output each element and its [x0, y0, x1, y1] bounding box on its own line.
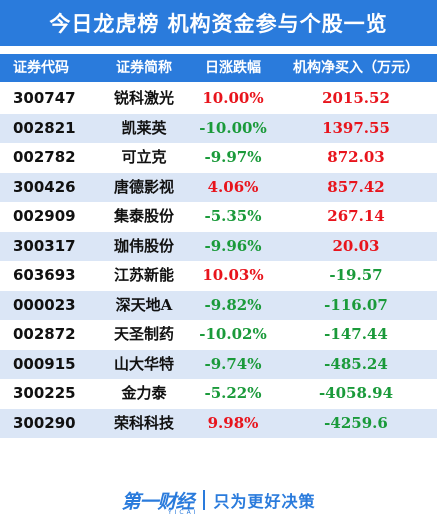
cell-change: -9.74%: [204, 354, 262, 373]
cell-name: 可立克: [121, 148, 167, 166]
cell-name: 唐德影视: [113, 177, 174, 196]
table-row: 000915 山大华特 -9.74% -485.24: [0, 349, 437, 379]
cell-net: -4058.94: [318, 384, 394, 402]
cell-name: 荣科科技: [113, 413, 174, 432]
cell-net: -4259.6: [324, 413, 388, 432]
header-name: 证券简称: [116, 60, 172, 76]
cell-change: -10.02%: [199, 325, 267, 343]
cell-name: 金力泰: [121, 384, 167, 402]
cell-change: -10.00%: [199, 118, 267, 137]
table-row: 002909 集泰股份 -5.35% 267.14: [0, 202, 437, 232]
cell-name: 锐科激光: [113, 89, 174, 107]
cell-code: 002909: [13, 207, 76, 225]
table-row: 300426 唐德影视 4.06% 857.42: [0, 172, 437, 202]
cell-change: -9.82%: [204, 295, 262, 314]
table-row: 002872 天圣制药 -10.02% -147.44: [0, 320, 437, 350]
table-row: 002821 凯莱英 -10.00% 1397.55: [0, 113, 437, 143]
logo-mark: 第一财经: [121, 490, 194, 513]
cell-change: 10.03%: [202, 266, 264, 284]
table-row: 300290 荣科科技 9.98% -4259.6: [0, 408, 437, 438]
cell-code: 300290: [13, 413, 76, 432]
cell-net: 857.42: [327, 177, 385, 196]
table-row: 000023 深天地A -9.82% -116.07: [0, 290, 437, 320]
cell-change: -9.97%: [204, 148, 262, 166]
page-title: 今日龙虎榜 机构资金参与个股一览: [0, 0, 437, 46]
footer-divider: [202, 490, 205, 510]
footer: 第一财经 YICAI 只为更好决策: [0, 472, 437, 528]
cell-change: -5.22%: [204, 384, 262, 402]
cell-name: 珈伟股份: [113, 236, 174, 255]
cell-net: 267.14: [327, 207, 385, 225]
cell-net: 1397.55: [322, 118, 390, 137]
header-change: 日涨跌幅: [205, 60, 261, 76]
cell-net: 20.03: [332, 236, 380, 255]
cell-name: 集泰股份: [113, 207, 174, 225]
cell-code: 300317: [13, 236, 76, 255]
table-row: 300225 金力泰 -5.22% -4058.94: [0, 379, 437, 409]
cell-net: -485.24: [324, 354, 388, 373]
logo-sub: YICAI: [168, 509, 199, 516]
table-row: 300747 锐科激光 10.00% 2015.52: [0, 84, 437, 114]
data-table: 300747 锐科激光 10.00% 2015.52 002821 凯莱英 -10.00% 1…: [0, 84, 437, 438]
cell-code: 000023: [13, 295, 76, 314]
cell-change: -5.35%: [204, 207, 262, 225]
cell-net: -19.57: [329, 266, 383, 284]
cell-name: 凯莱英: [121, 118, 167, 137]
cell-name: 深天地A: [115, 295, 173, 314]
cell-code: 300426: [13, 177, 76, 196]
header-code: 证券代码: [13, 60, 69, 76]
cell-name: 天圣制药: [113, 325, 174, 343]
table-row: 300317 珈伟股份 -9.96% 20.03: [0, 231, 437, 261]
cell-code: 002872: [13, 325, 76, 343]
table-row: 603693 江苏新能 10.03% -19.57: [0, 261, 437, 291]
cell-code: 300225: [13, 384, 76, 402]
cell-code: 000915: [13, 354, 76, 373]
cell-code: 002782: [13, 148, 76, 166]
cell-code: 300747: [13, 89, 76, 107]
yicai-logo: 第一财经: [121, 487, 194, 514]
cell-code: 002821: [13, 118, 76, 137]
cell-net: -147.44: [324, 325, 388, 343]
cell-change: 9.98%: [207, 413, 259, 432]
cell-change: 10.00%: [202, 89, 264, 107]
cell-net: 872.03: [327, 148, 385, 166]
cell-net: -116.07: [324, 295, 388, 314]
cell-code: 603693: [13, 266, 76, 284]
table-row: 002782 可立克 -9.97% 872.03: [0, 143, 437, 173]
footer-slogan: 只为更好决策: [213, 492, 316, 511]
cell-name: 山大华特: [113, 354, 174, 373]
cell-change: 4.06%: [207, 177, 259, 196]
table-header: 证券代码 证券简称 日涨跌幅 机构净买入（万元）: [0, 54, 437, 82]
cell-change: -9.96%: [204, 236, 262, 255]
header-net: 机构净买入（万元）: [293, 60, 419, 76]
cell-name: 江苏新能: [113, 266, 174, 284]
cell-net: 2015.52: [322, 89, 390, 107]
